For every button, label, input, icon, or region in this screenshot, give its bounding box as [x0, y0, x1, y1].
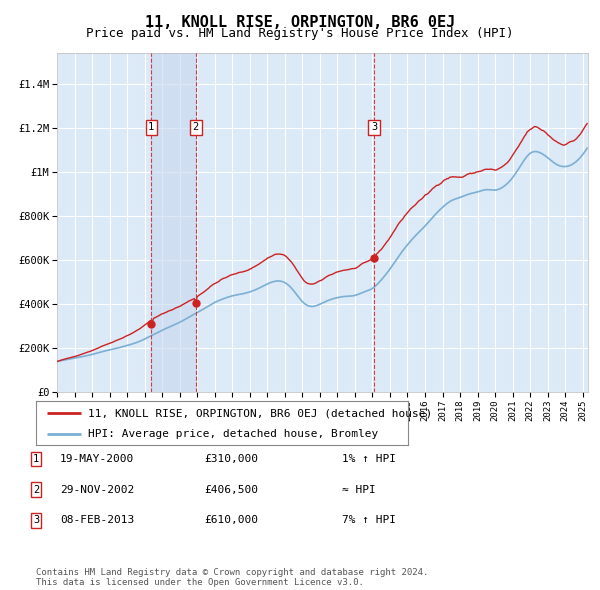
Text: 11, KNOLL RISE, ORPINGTON, BR6 0EJ: 11, KNOLL RISE, ORPINGTON, BR6 0EJ — [145, 15, 455, 30]
Text: 7% ↑ HPI: 7% ↑ HPI — [342, 516, 396, 525]
Text: 11, KNOLL RISE, ORPINGTON, BR6 0EJ (detached house): 11, KNOLL RISE, ORPINGTON, BR6 0EJ (deta… — [88, 408, 433, 418]
Text: £310,000: £310,000 — [204, 454, 258, 464]
Text: £406,500: £406,500 — [204, 485, 258, 494]
Text: 3: 3 — [371, 122, 377, 132]
Bar — [151, 53, 196, 392]
Text: 1: 1 — [33, 454, 39, 464]
Text: 3: 3 — [33, 516, 39, 525]
Text: HPI: Average price, detached house, Bromley: HPI: Average price, detached house, Brom… — [88, 428, 379, 438]
Text: 29-NOV-2002: 29-NOV-2002 — [60, 485, 134, 494]
Text: ≈ HPI: ≈ HPI — [342, 485, 376, 494]
Text: £610,000: £610,000 — [204, 516, 258, 525]
Text: 1: 1 — [148, 122, 154, 132]
Text: 1% ↑ HPI: 1% ↑ HPI — [342, 454, 396, 464]
Text: 19-MAY-2000: 19-MAY-2000 — [60, 454, 134, 464]
Text: Contains HM Land Registry data © Crown copyright and database right 2024.
This d: Contains HM Land Registry data © Crown c… — [36, 568, 428, 587]
Text: Price paid vs. HM Land Registry's House Price Index (HPI): Price paid vs. HM Land Registry's House … — [86, 27, 514, 40]
Text: 08-FEB-2013: 08-FEB-2013 — [60, 516, 134, 525]
Text: 2: 2 — [193, 122, 199, 132]
Text: 2: 2 — [33, 485, 39, 494]
